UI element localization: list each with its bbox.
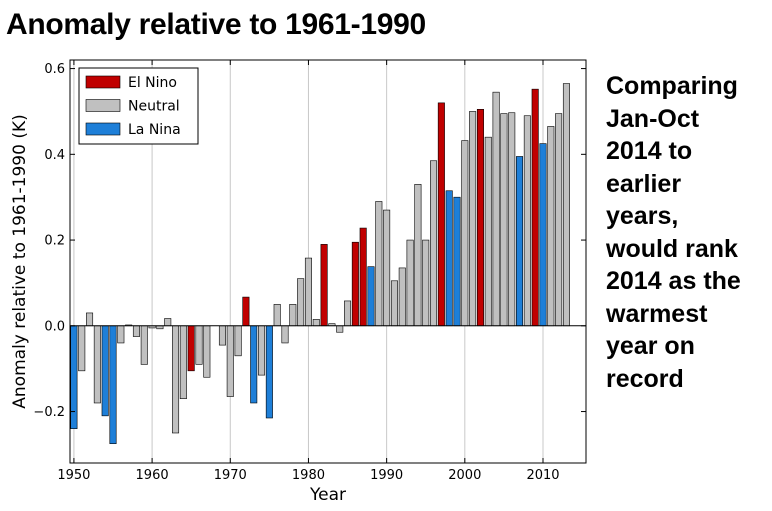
legend: El Nino Neutral La Nina [78,67,199,145]
bar-1998 [445,190,453,327]
bar-1956 [117,325,125,344]
bar-1971 [234,325,242,357]
side-note-line: would rank [606,234,738,263]
bar-2006 [508,112,516,327]
bar-1967 [203,325,211,378]
side-note-line: years, [606,202,679,230]
side-note-line: earlier [606,169,682,198]
y-tick-label: −0.2 [33,405,65,420]
x-tick-label: 2000 [448,468,481,483]
bar-1994 [414,184,422,327]
bar-1997 [437,102,445,327]
bar-1962 [164,318,172,327]
bar-1952 [86,312,94,327]
legend-swatch [85,99,121,112]
bar-2013 [562,83,570,327]
bar-1951 [78,325,86,372]
bar-2005 [500,113,508,327]
bar-1988 [367,266,375,327]
y-tick-label: 0.0 [44,319,65,334]
side-note: Comparing Jan-Oct 2014 to earlier years, woul… [606,70,772,395]
bar-1969 [218,325,226,346]
bar-1984 [336,325,344,333]
bar-1966 [195,325,203,365]
bar-1964 [179,325,187,399]
x-tick-label: 1950 [57,468,90,483]
x-tick-label: 1990 [370,468,403,483]
legend-swatch [85,75,121,89]
bar-2001 [469,111,477,327]
y-axis-label: Anomaly relative to 1961-1990 (K) [10,114,30,408]
legend-label: Neutral [128,99,180,115]
y-tick-label: 0.2 [44,234,65,249]
bar-1989 [375,201,383,327]
bar-1991 [390,280,398,327]
bar-1990 [383,209,391,327]
bar-1996 [430,160,438,327]
bar-1981 [312,319,320,327]
x-tick-label: 1970 [214,468,247,483]
bar-1950 [70,325,78,430]
bar-2003 [484,136,492,327]
bar-1978 [289,304,297,327]
bar-1975 [265,325,273,419]
bar-1965 [187,325,195,372]
bar-2010 [539,143,547,327]
bar-1970 [226,325,234,397]
bars [70,83,570,445]
bar-1963 [172,325,180,434]
side-note-line: year on [606,332,695,360]
bar-1993 [406,239,414,327]
plot-frame [69,59,587,464]
bar-1954 [101,325,109,417]
bar-2009 [531,88,539,327]
side-note-line: 2014 as the [606,267,741,295]
bar-2008 [523,115,531,327]
bar-2002 [476,109,484,327]
bar-1976 [273,304,281,327]
x-tick-label: 1960 [136,468,169,483]
side-note-line: warmest [606,299,708,328]
bar-1974 [258,325,266,376]
y-tick-label: 0.4 [44,148,65,163]
axes: 1950 1960 1970 1980 1990 2000 2010 −0.2 0.0 0.2 0.… [10,59,587,505]
legend-label: La Nina [128,122,181,138]
x-axis-label: Year [309,485,346,505]
y-tick-label: 0.6 [44,62,65,77]
bar-1972 [242,296,250,327]
bar-1955 [109,325,117,445]
page-title: Anomaly relative to 1961-1990 [6,8,426,41]
side-note-line: record [606,364,684,393]
side-note-line: Jan-Oct [606,104,700,133]
legend-label: El Nino [128,75,177,91]
bar-1982 [320,244,328,327]
bar-1973 [250,325,258,404]
bar-1979 [297,278,305,327]
bar-1953 [93,325,101,404]
side-note-line: Comparing [606,72,738,100]
bar-1992 [398,267,406,327]
x-tick-label: 2010 [526,468,559,483]
bar-1977 [281,325,289,344]
bar-2004 [492,91,500,327]
bar-2007 [516,156,524,327]
bar-1959 [140,325,148,365]
bar-1986 [351,241,359,327]
bar-1980 [304,257,312,327]
x-tick-label: 1980 [292,468,325,483]
bar-1985 [344,300,352,327]
bar-2000 [461,140,469,327]
bar-2012 [555,113,563,327]
bar-1999 [453,196,461,327]
legend-swatch [85,122,121,136]
bar-1995 [422,239,430,327]
bar-1987 [359,227,367,327]
side-note-line: 2014 to [606,137,693,165]
bar-1958 [132,325,140,337]
bar-2011 [547,126,555,327]
